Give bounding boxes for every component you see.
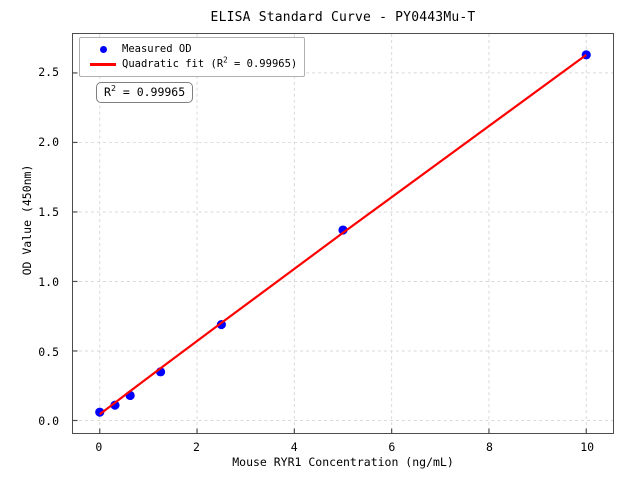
r2-superscript: 2 — [110, 83, 116, 94]
legend-item-quadratic-fit: Quadratic fit (R2 = 0.99965) — [86, 55, 298, 72]
legend-fit-superscript: 2 — [223, 55, 228, 65]
legend-label-quadratic-fit: Quadratic fit (R2 = 0.99965) — [120, 55, 298, 72]
x-tick-label: 4 — [290, 440, 298, 454]
r2-prefix: R — [104, 85, 111, 99]
y-tick-label: 0.0 — [38, 414, 59, 429]
chart-legend: Measured OD Quadratic fit (R2 = 0.99965) — [79, 37, 306, 77]
chart-title: ELISA Standard Curve - PY0443Mu-T — [210, 10, 476, 25]
y-tick-label: 1.0 — [38, 274, 59, 289]
legend-marker-circle-icon — [86, 46, 120, 53]
x-tick-label: 10 — [580, 440, 595, 454]
x-tick-label: 0 — [95, 440, 103, 454]
data-point — [110, 400, 120, 410]
y-axis-title: OD Value (450nm) — [20, 164, 34, 276]
x-axis-title: Mouse RYR1 Concentration (ng/mL) — [232, 455, 454, 469]
r2-suffix: = 0.99965 — [115, 85, 186, 99]
x-axis-tick-labels: 0 2 4 6 8 10 — [72, 434, 614, 458]
legend-item-measured-od: Measured OD — [86, 42, 297, 57]
y-axis-tick-labels: 0.0 0.5 1.0 1.5 2.0 2.5 — [0, 33, 66, 434]
x-tick-label: 8 — [486, 440, 493, 454]
legend-label-measured-od: Measured OD — [122, 43, 192, 55]
legend-fit-prefix: Quadratic fit (R — [122, 58, 224, 70]
y-tick-label: 2.5 — [38, 65, 59, 80]
y-tick-label: 1.5 — [38, 204, 59, 219]
x-tick-label: 2 — [193, 440, 200, 454]
data-layer — [73, 50, 591, 433]
data-point — [95, 407, 105, 417]
x-tick-label: 6 — [388, 440, 396, 454]
fit-line — [99, 53, 587, 416]
legend-fit-suffix: = 0.99965) — [227, 58, 298, 70]
legend-marker-line-icon — [86, 63, 120, 66]
y-tick-label: 0.5 — [38, 344, 59, 359]
r2-annotation-box: R2 = 0.99965 — [96, 82, 194, 103]
y-tick-label: 2.0 — [38, 134, 59, 149]
